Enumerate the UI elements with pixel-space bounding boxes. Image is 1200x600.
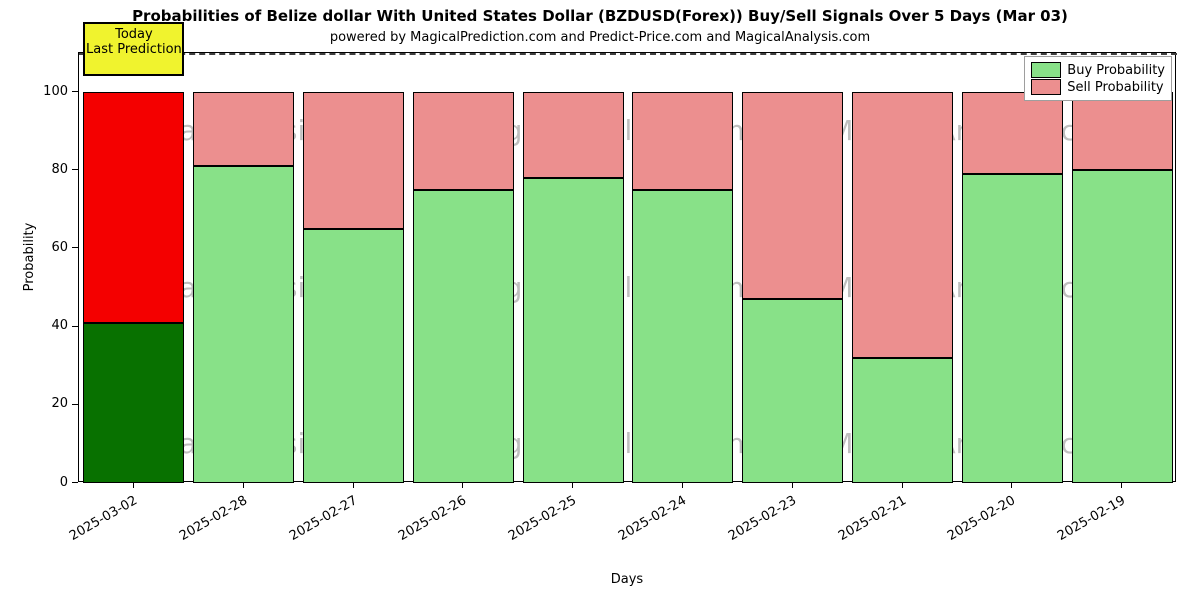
y-tick <box>72 247 78 248</box>
bar-sell <box>83 92 184 323</box>
x-tick <box>462 482 463 488</box>
legend-swatch <box>1031 79 1061 95</box>
today-annotation-line1: Today <box>85 28 182 43</box>
x-tick <box>792 482 793 488</box>
y-tick-label: 20 <box>36 397 68 410</box>
x-tick-label: 2025-02-27 <box>266 494 359 555</box>
legend-item: Buy Probability <box>1031 62 1165 78</box>
today-annotation: TodayLast Prediction <box>83 22 184 77</box>
bar-buy <box>962 174 1063 483</box>
bar-sell <box>303 92 404 229</box>
bar-buy <box>742 299 843 483</box>
bar-sell <box>632 92 733 190</box>
x-tick <box>902 482 903 488</box>
y-tick <box>72 482 78 483</box>
bar-sell <box>1072 92 1173 170</box>
figure: Probabilities of Belize dollar With Unit… <box>0 0 1200 600</box>
y-tick-label: 100 <box>36 85 68 98</box>
y-tick <box>72 404 78 405</box>
y-tick-label: 80 <box>36 163 68 176</box>
x-tick <box>572 482 573 488</box>
y-axis-label: Probability <box>22 207 37 307</box>
y-tick <box>72 91 78 92</box>
y-tick-label: 60 <box>36 241 68 254</box>
y-tick <box>72 169 78 170</box>
x-tick <box>133 482 134 488</box>
legend-label: Buy Probability <box>1067 63 1165 78</box>
plot-area: MagicalAnalysis.comMagicalAnalysis.comMa… <box>78 52 1176 482</box>
legend-item: Sell Probability <box>1031 79 1165 95</box>
x-tick-label: 2025-02-20 <box>925 494 1018 555</box>
x-tick-label: 2025-02-19 <box>1034 494 1127 555</box>
bar-sell <box>523 92 624 178</box>
x-tick <box>682 482 683 488</box>
bar-sell <box>413 92 514 190</box>
bar-sell <box>193 92 294 166</box>
reference-line <box>79 53 1177 55</box>
x-tick-label: 2025-03-02 <box>46 494 139 555</box>
x-tick-label: 2025-02-26 <box>376 494 469 555</box>
bar-buy <box>523 178 624 483</box>
bar-buy <box>852 358 953 483</box>
bar-buy <box>1072 170 1173 483</box>
bar-sell <box>962 92 1063 174</box>
y-tick-label: 0 <box>36 476 68 489</box>
bar-buy <box>193 166 294 483</box>
x-tick-label: 2025-02-21 <box>815 494 908 555</box>
bar-buy <box>83 323 184 483</box>
bar-buy <box>632 190 733 483</box>
today-annotation-line2: Last Prediction <box>85 43 182 58</box>
legend-swatch <box>1031 62 1061 78</box>
y-tick-label: 40 <box>36 319 68 332</box>
x-tick-label: 2025-02-23 <box>705 494 798 555</box>
bar-sell <box>852 92 953 358</box>
x-tick-label: 2025-02-25 <box>485 494 578 555</box>
x-tick <box>1121 482 1122 488</box>
bar-sell <box>742 92 843 299</box>
x-axis-label: Days <box>78 572 1176 587</box>
x-tick <box>1011 482 1012 488</box>
x-tick-label: 2025-02-24 <box>595 494 688 555</box>
x-tick-label: 2025-02-28 <box>156 494 249 555</box>
x-tick <box>353 482 354 488</box>
legend: Buy Probability Sell Probability <box>1024 56 1172 101</box>
bar-buy <box>413 190 514 483</box>
legend-label: Sell Probability <box>1067 80 1163 95</box>
x-tick <box>243 482 244 488</box>
bar-buy <box>303 229 404 483</box>
y-tick <box>72 326 78 327</box>
